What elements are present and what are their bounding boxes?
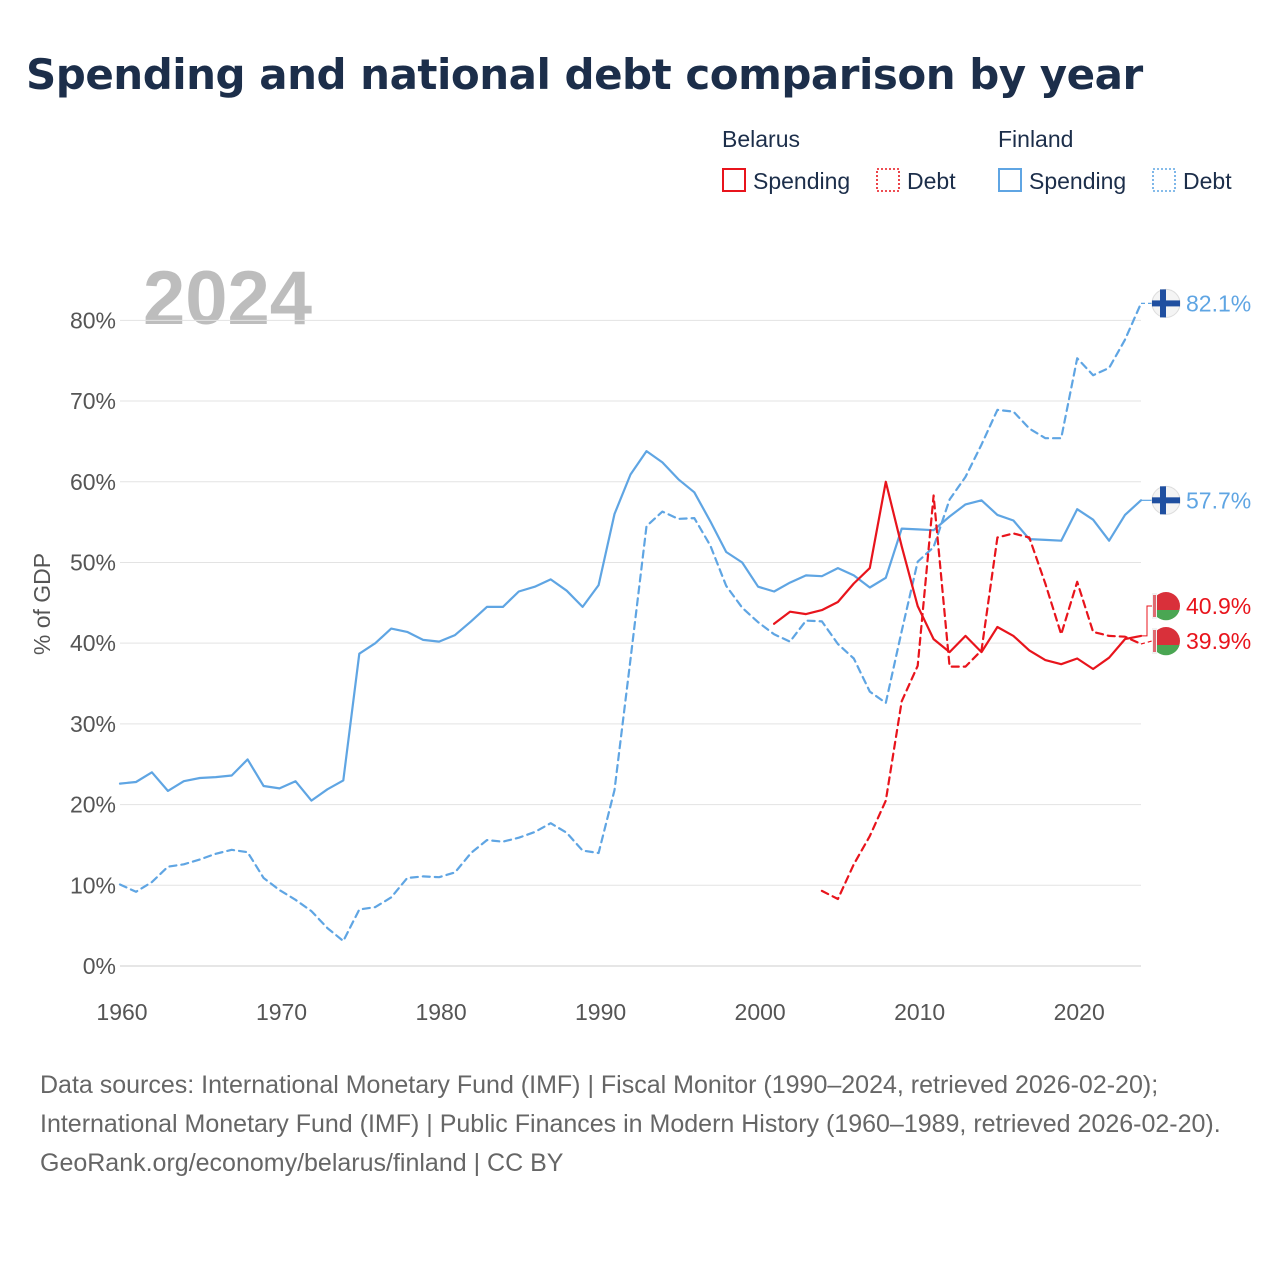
y-tick-label: 40% (70, 630, 116, 656)
y-axis-ticks: 0% 10% 20% 30% 40% 50% 60% 70% 80% (70, 307, 116, 979)
year-watermark: 2024 (143, 256, 312, 341)
x-axis-ticks: 1960 1970 1980 1990 2000 2010 2020 (96, 999, 1104, 1025)
x-tick-label: 2000 (735, 999, 786, 1025)
x-tick-label: 2020 (1054, 999, 1105, 1025)
finland-debt-line (118, 302, 1143, 943)
legend: Belarus Spending Debt Finland Spending Debt (722, 126, 1232, 194)
finland-spending-line (118, 450, 1143, 802)
belarus-spending-line (772, 480, 1143, 671)
x-tick-label: 1970 (256, 999, 307, 1025)
end-label-connector (1140, 640, 1153, 645)
belarus-flag-icon (1152, 592, 1180, 621)
finland-debt-end-label: 82.1% (1141, 288, 1251, 318)
x-tick-label: 1980 (415, 999, 466, 1025)
legend-swatch-solid (998, 168, 1022, 192)
end-value-label: 39.9% (1186, 628, 1251, 654)
legend-item-label: Spending (753, 168, 850, 194)
end-value-label: 40.9% (1186, 593, 1251, 619)
end-value-label: 82.1% (1186, 290, 1251, 316)
finland-spending-end-label: 57.7% (1141, 485, 1251, 515)
x-tick-label: 1990 (575, 999, 626, 1025)
x-tick-label: 2010 (894, 999, 945, 1025)
x-tick-label: 1960 (96, 999, 147, 1025)
belarus-flag-icon (1152, 627, 1180, 656)
chart: Belarus Spending Debt Finland Spending Debt 2… (29, 126, 1251, 1025)
end-labels: 57.7% 82.1% 40.9% 39.9% (1140, 288, 1251, 656)
legend-item-label: Debt (1183, 168, 1232, 194)
y-tick-label: 80% (70, 307, 116, 333)
y-tick-label: 0% (83, 953, 116, 979)
footer: Data sources: International Monetary Fun… (40, 1066, 1240, 1183)
legend-swatch-dotted (876, 168, 900, 192)
y-axis-label: % of GDP (29, 553, 55, 655)
y-tick-label: 10% (70, 872, 116, 898)
gridlines (120, 319, 1141, 967)
y-tick-label: 50% (70, 549, 116, 575)
belarus-debt-line (820, 494, 1143, 901)
belarus-spending-end-label: 40.9% (1141, 592, 1251, 637)
legend-swatch-dotted (1152, 168, 1176, 192)
y-tick-label: 70% (70, 388, 116, 414)
y-tick-label: 60% (70, 469, 116, 495)
series-lines (118, 302, 1143, 943)
y-tick-label: 20% (70, 792, 116, 818)
y-tick-label: 30% (70, 711, 116, 737)
attribution: GeoRank.org/economy/belarus/finland | CC… (40, 1149, 564, 1177)
legend-group-belarus: Belarus Spending Debt (722, 126, 956, 194)
belarus-debt-end-label: 39.9% (1140, 627, 1251, 656)
chart-title: Spending and national debt comparison by… (26, 50, 1143, 99)
legend-group-finland: Finland Spending Debt (998, 126, 1232, 194)
end-label-connector (1141, 605, 1152, 637)
legend-item-label: Debt (907, 168, 956, 194)
legend-item-label: Spending (1029, 168, 1126, 194)
legend-country: Finland (998, 126, 1073, 152)
legend-country: Belarus (722, 126, 800, 152)
data-sources: Data sources: International Monetary Fun… (40, 1071, 1221, 1138)
finland-flag-icon (1151, 485, 1181, 515)
end-value-label: 57.7% (1186, 487, 1251, 513)
finland-flag-icon (1151, 288, 1181, 318)
legend-swatch-solid (722, 168, 746, 192)
